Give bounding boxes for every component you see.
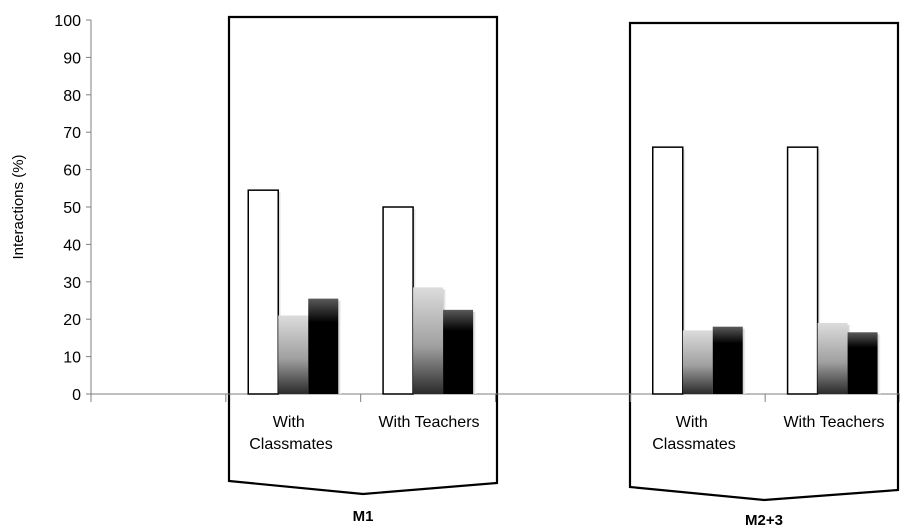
- bar-series-1: [382, 206, 414, 395]
- y-tick-label: 0: [72, 387, 81, 404]
- y-tick-label: 100: [54, 13, 81, 30]
- bar-series-3: [308, 298, 339, 394]
- y-tick-label: 50: [63, 200, 81, 217]
- y-tick-label: 80: [63, 88, 81, 105]
- bar-shadow: [877, 334, 881, 394]
- y-tick-label: 10: [63, 350, 81, 367]
- bar-shadow: [338, 300, 342, 394]
- bar-series-3: [712, 326, 743, 394]
- group-label-m23: M2+3: [745, 512, 783, 526]
- y-axis-label: Interactions (%): [10, 154, 27, 259]
- bars: [247, 146, 881, 395]
- bar-series-2: [817, 322, 848, 394]
- bar-series-2: [682, 330, 713, 394]
- category-label: With Teachers: [378, 414, 479, 431]
- y-tick-label: 90: [63, 50, 81, 67]
- bar-shadow: [278, 192, 282, 394]
- group-frame-m1: [227, 15, 499, 496]
- axes: 0 10 20 30 40 50 60 70 80 90 100: [54, 13, 900, 404]
- bar-shadow: [473, 311, 477, 394]
- y-tick-label: 30: [63, 275, 81, 292]
- bar-shadow: [682, 149, 686, 394]
- category-label: With Classmates: [249, 414, 333, 453]
- bar-series-1: [786, 146, 819, 395]
- bar-series-1: [652, 146, 684, 395]
- category-label: With Classmates: [652, 414, 736, 453]
- bar-series-2: [278, 315, 309, 394]
- bar-series-3: [847, 332, 878, 394]
- y-tick-label: 60: [63, 163, 81, 180]
- y-tick-label: 70: [63, 125, 81, 142]
- bar-shadow: [817, 149, 821, 394]
- y-tick-label: 40: [63, 237, 81, 254]
- category-label: With Teachers: [783, 414, 884, 431]
- bar-shadow: [742, 328, 746, 394]
- bar-series-3: [443, 309, 474, 394]
- bar-series-1: [247, 189, 279, 395]
- y-tick-label: 20: [63, 312, 81, 329]
- group-label-m1: M1: [353, 508, 374, 525]
- bar-series-2: [413, 287, 444, 394]
- group-frame-m23: [628, 21, 900, 502]
